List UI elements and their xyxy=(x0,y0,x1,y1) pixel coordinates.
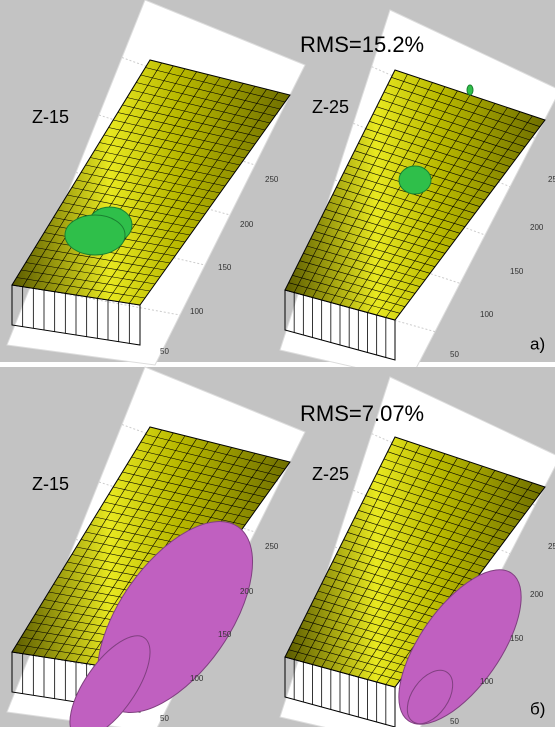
plot-label: Z-15 xyxy=(32,474,69,494)
tick-label: 100 xyxy=(190,307,204,316)
tick-label: 100 xyxy=(190,674,204,683)
tick-label: 200 xyxy=(530,590,544,599)
tick-label: 25 xyxy=(548,175,555,184)
tick-label: 100 xyxy=(480,310,494,319)
tick-label: 200 xyxy=(240,587,254,596)
tick-label: 250 xyxy=(265,175,279,184)
tick-label: 50 xyxy=(160,347,169,356)
plot-label: Z-25 xyxy=(312,97,349,117)
tick-label: 50 xyxy=(450,717,459,726)
tick-label: 150 xyxy=(218,263,232,272)
isosurface xyxy=(467,85,473,95)
rms-label: RMS=15.2% xyxy=(300,32,424,57)
panel: Z-15 50 100 150 200 250 Z-25 50 100 150 200 25 RMS=1… xyxy=(0,0,555,380)
tick-label: 50 xyxy=(160,714,169,723)
tick-label: 25 xyxy=(548,542,555,551)
isosurface xyxy=(65,215,125,255)
tick-label: 50 xyxy=(450,350,459,359)
tick-label: 250 xyxy=(265,542,279,551)
tick-label: 150 xyxy=(510,267,524,276)
panel-tag: б) xyxy=(530,699,545,718)
rms-label: RMS=7.07% xyxy=(300,401,424,426)
tick-label: 150 xyxy=(218,630,232,639)
isosurface xyxy=(399,166,431,194)
tick-label: 100 xyxy=(480,677,494,686)
panel: Z-15 50 100 150 200 250 Z-25 50 100 150 200 25 RMS=7… xyxy=(0,367,555,727)
figure: Z-15 50 100 150 200 250 Z-25 50 100 150 200 25 RMS=1… xyxy=(0,0,555,727)
plot-label: Z-15 xyxy=(32,107,69,127)
page: Z-15 50 100 150 200 250 Z-25 50 100 150 200 25 RMS=1… xyxy=(0,0,555,727)
tick-label: 150 xyxy=(510,634,524,643)
tick-label: 200 xyxy=(240,220,254,229)
panel-tag: a) xyxy=(530,334,545,353)
plot-label: Z-25 xyxy=(312,464,349,484)
tick-label: 200 xyxy=(530,223,544,232)
